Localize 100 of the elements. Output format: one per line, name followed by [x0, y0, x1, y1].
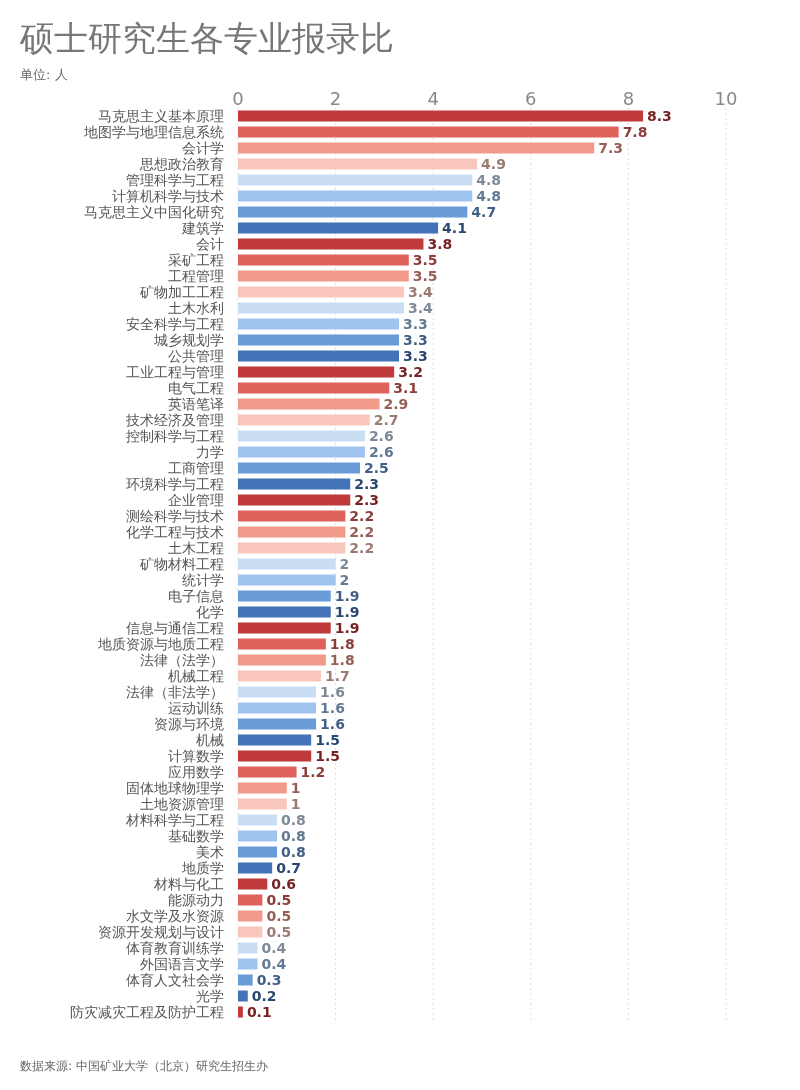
y-tick-label: 马克思主义基本原理: [98, 108, 224, 124]
y-tick-label: 矿物加工工程: [139, 284, 224, 300]
y-tick-label: 工程管理: [168, 268, 224, 284]
data-label: 3.1: [393, 380, 419, 396]
data-label: 2.9: [383, 396, 409, 412]
y-tick-label: 体育人文社会学: [126, 972, 224, 988]
y-tick-label: 能源动力: [168, 892, 224, 908]
title: 硕士研究生各专业报录比: [20, 18, 394, 58]
data-label: 7.8: [622, 124, 648, 140]
data-label: 1.6: [320, 716, 345, 732]
y-tick-label: 化学: [196, 604, 224, 620]
data-label: 1: [290, 780, 301, 796]
data-label: 2.2: [349, 508, 375, 524]
y-tick-label: 地质学: [181, 860, 224, 876]
y-tick-label: 信息与通信工程: [126, 620, 224, 636]
y-tick-label: 技术经济及管理: [125, 412, 224, 428]
y-tick-label: 统计学: [182, 572, 224, 588]
x-tick-label: 6: [525, 88, 537, 109]
data-label: 8.3: [647, 108, 672, 124]
data-label: 4.9: [481, 156, 506, 172]
y-tick-label: 英语笔译: [168, 396, 224, 412]
data-label: 0.8: [281, 812, 306, 828]
data-label: 1.6: [320, 700, 345, 716]
y-tick-label: 土地资源管理: [140, 796, 224, 812]
y-tick-label: 土木水利: [168, 300, 224, 316]
data-label: 0.4: [261, 956, 287, 972]
y-tick-label: 法律（法学）: [140, 652, 224, 668]
data-label: 0.6: [271, 876, 297, 892]
y-tick-label: 运动训练: [168, 700, 224, 716]
data-label: 4.8: [476, 188, 502, 204]
data-label: 2.2: [349, 540, 375, 556]
data-label: 2: [339, 556, 350, 572]
data-label: 4.8: [476, 172, 502, 188]
y-tick-label: 法律（非法学）: [126, 684, 224, 700]
data-label: 1.9: [334, 620, 360, 636]
y-tick-label: 材料与化工: [153, 876, 224, 892]
data-label: 1.9: [334, 588, 360, 604]
y-tick-label: 光学: [196, 988, 224, 1004]
y-tick-label: 安全科学与工程: [126, 316, 224, 332]
data-label: 0.4: [261, 940, 287, 956]
y-tick-label: 会计学: [182, 140, 224, 156]
data-label: 1.9: [334, 604, 360, 620]
y-tick-label: 资源与环境: [154, 716, 224, 732]
data-label: 1.6: [320, 684, 345, 700]
data-label: 2.7: [373, 412, 399, 428]
data-label: 3.3: [403, 348, 428, 364]
data-label: 3.2: [398, 364, 423, 380]
y-tick-label: 计算数学: [168, 748, 224, 764]
y-tick-label: 会计: [196, 236, 224, 252]
x-tick-label: 4: [427, 88, 439, 109]
y-tick-label: 电子信息: [168, 588, 224, 604]
y-tick-label: 公共管理: [168, 348, 224, 364]
y-tick-label: 体育教育训练学: [126, 940, 224, 956]
data-label: 1.7: [324, 668, 350, 684]
y-tick-label: 地质资源与地质工程: [97, 636, 224, 652]
data-label: 3.5: [412, 268, 438, 284]
y-tick-label: 环境科学与工程: [126, 476, 224, 492]
y-tick-label: 马克思主义中国化研究: [84, 204, 224, 220]
data-label: 0.8: [281, 828, 306, 844]
data-label: 2.3: [354, 476, 380, 492]
data-label: 0.7: [276, 860, 301, 876]
y-tick-label: 水文学及水资源: [126, 908, 224, 924]
data-label: 4.1: [442, 220, 467, 236]
data-label: 3.4: [407, 300, 433, 316]
y-tick-label: 基础数学: [168, 828, 224, 844]
y-tick-label: 采矿工程: [168, 252, 224, 268]
data-label: 2.5: [364, 460, 389, 476]
data-label: 2.3: [354, 492, 380, 508]
y-tick-label: 外国语言文学: [140, 956, 224, 972]
y-tick-label: 城乡规划学: [153, 332, 224, 348]
data-label: 1.8: [329, 652, 355, 668]
y-tick-label: 控制科学与工程: [126, 428, 224, 444]
y-tick-label: 美术: [196, 844, 224, 860]
data-label: 2.6: [368, 444, 394, 460]
x-tick-label: 8: [622, 88, 635, 109]
y-tick-label: 测绘科学与技术: [126, 508, 224, 524]
data-label: 3.5: [412, 252, 438, 268]
data-label: 3.3: [403, 316, 428, 332]
data-label: 3.3: [403, 332, 428, 348]
data-label: 3.4: [407, 284, 433, 300]
data-label: 0.2: [251, 988, 277, 1004]
y-tick-label: 土木工程: [168, 540, 224, 556]
y-tick-label: 材料科学与工程: [125, 812, 224, 828]
data-label: 2.2: [349, 524, 375, 540]
y-tick-label: 电气工程: [168, 380, 224, 396]
y-tick-label: 应用数学: [168, 764, 224, 780]
data-label: 1.8: [329, 636, 355, 652]
y-tick-label: 企业管理: [168, 492, 224, 508]
y-tick-label: 机械: [196, 732, 224, 748]
y-tick-label: 工业工程与管理: [126, 364, 224, 380]
data-label: 0.5: [266, 924, 292, 940]
data-label: 1.5: [315, 748, 341, 764]
y-tick-label: 固体地球物理学: [126, 780, 224, 796]
y-tick-label: 思想政治教育: [139, 156, 224, 172]
x-tick-label: 0: [232, 88, 244, 109]
y-tick-label: 资源开发规划与设计: [98, 924, 224, 940]
y-tick-label: 防灾减灾工程及防护工程: [70, 1004, 224, 1020]
y-tick-label: 机械工程: [168, 668, 224, 684]
data-label: 0.3: [256, 972, 282, 988]
data-label: 1.5: [315, 732, 341, 748]
